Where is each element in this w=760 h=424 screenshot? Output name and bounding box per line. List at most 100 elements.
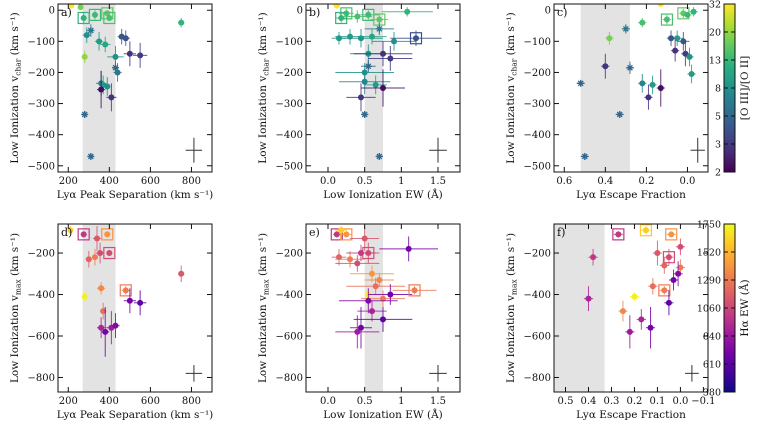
colorbar-tick-label: 380	[703, 388, 721, 399]
data-point-3	[675, 238, 686, 256]
point-marker	[333, 231, 340, 238]
data-point-20	[379, 236, 438, 262]
point-marker	[690, 8, 697, 15]
star-marker	[87, 152, 95, 160]
data-point-10	[97, 282, 106, 295]
point-marker	[98, 86, 105, 93]
point-marker	[413, 35, 419, 42]
data-point-4	[689, 7, 698, 17]
data-point-14	[636, 309, 646, 330]
y-tick-label: −800	[28, 373, 55, 384]
point-marker	[391, 38, 397, 45]
data-point-4	[652, 240, 663, 266]
y-tick-label: −200	[276, 68, 303, 79]
star-marker	[111, 64, 119, 72]
data-point-12	[97, 317, 106, 339]
data-point-10	[357, 28, 387, 45]
data-point-1	[660, 13, 674, 26]
point-marker	[670, 277, 677, 283]
y-tick-label: −800	[276, 373, 303, 384]
plot-area	[68, 4, 203, 172]
star-marker	[622, 25, 630, 33]
point-marker	[178, 19, 185, 26]
point-marker	[665, 299, 672, 306]
point-marker	[81, 293, 88, 300]
highlight-box	[662, 251, 676, 264]
data-point-11	[658, 284, 671, 297]
y-tick-label: −400	[28, 130, 55, 141]
point-marker	[657, 85, 664, 91]
x-tick-label: 200	[59, 396, 78, 407]
data-point-23	[580, 152, 589, 160]
data-point-14	[357, 300, 387, 322]
plot-area	[554, 224, 699, 392]
x-tick-label: 1.5	[430, 396, 446, 407]
x-tick-label: 0.4	[581, 396, 597, 407]
panel-label: d)	[61, 226, 72, 239]
highlight-box	[660, 13, 674, 26]
x-axis-label: Lyα Escape Fraction	[576, 189, 686, 201]
data-point-13	[618, 300, 628, 322]
star-marker	[616, 110, 624, 118]
data-point-2	[335, 226, 348, 235]
y-axis-label: Low Ionization vchar (km s⁻¹)	[257, 12, 271, 163]
point-marker	[102, 41, 109, 48]
x-tick-label: 1	[398, 396, 404, 407]
point-marker	[83, 32, 90, 39]
y-tick-label: 0	[49, 6, 55, 17]
highlight-box	[409, 32, 423, 45]
data-point-19	[583, 286, 594, 312]
point-marker	[663, 16, 670, 23]
data-point-15	[645, 306, 656, 349]
point-marker	[686, 53, 693, 60]
colorbar-tick-label: 610	[703, 360, 721, 371]
data-point-21	[106, 83, 117, 112]
y-axis-label: Low Ionization vmax (km s⁻¹)	[257, 233, 271, 383]
y-tick-label: −500	[276, 161, 303, 172]
point-marker	[96, 38, 103, 45]
point-marker	[347, 33, 353, 40]
data-point-15	[111, 313, 120, 339]
point-marker	[333, 4, 340, 9]
axes-frame	[553, 3, 709, 173]
y-axis-label: Low Ionization vchar (km s⁻¹)	[505, 12, 519, 163]
point-marker	[358, 35, 364, 42]
point-marker	[108, 94, 115, 101]
colorbar-tick-label: 8	[715, 84, 721, 95]
panel-label: c)	[557, 6, 567, 19]
shaded-band	[580, 4, 630, 172]
data-point-18	[588, 248, 598, 266]
chart-panel-d: 200 400 600 800 −800 −600 −400 −200 d) Lyα Peak S…	[9, 223, 213, 421]
point-marker	[665, 254, 672, 261]
highlight-box	[77, 228, 90, 241]
y-tick-label: −400	[28, 290, 55, 301]
point-marker	[682, 50, 689, 57]
chart-panel-f: 0.5 0.4 0.3 0.2 0.1 0.0 −0.1 −800 −600 −400 −200 f)…	[505, 223, 716, 421]
point-marker	[380, 295, 386, 302]
data-point-6	[95, 242, 105, 264]
data-point-7	[621, 24, 630, 34]
colorbar-tick-label: 3	[715, 140, 721, 151]
axes-frame	[57, 223, 213, 393]
x-tick-label: 0.0	[320, 396, 336, 407]
data-point-14	[123, 41, 137, 67]
data-point-8	[81, 50, 88, 64]
point-marker	[126, 297, 133, 304]
point-marker	[114, 69, 121, 76]
data-point-10	[648, 277, 658, 295]
x-tick-label: 0.2	[638, 176, 654, 187]
data-point-13	[101, 306, 110, 357]
highlight-box	[665, 228, 678, 241]
point-marker	[91, 254, 98, 261]
point-marker	[338, 227, 345, 234]
point-marker	[361, 78, 368, 85]
point-marker	[347, 256, 353, 263]
colorbar-tick-label: 2	[715, 168, 721, 179]
point-marker	[104, 231, 111, 238]
point-marker	[672, 47, 679, 54]
point-marker	[639, 19, 646, 26]
data-point-16	[123, 288, 137, 314]
data-point-0	[333, 4, 341, 9]
data-point-7	[87, 24, 95, 37]
star-marker	[375, 152, 383, 160]
